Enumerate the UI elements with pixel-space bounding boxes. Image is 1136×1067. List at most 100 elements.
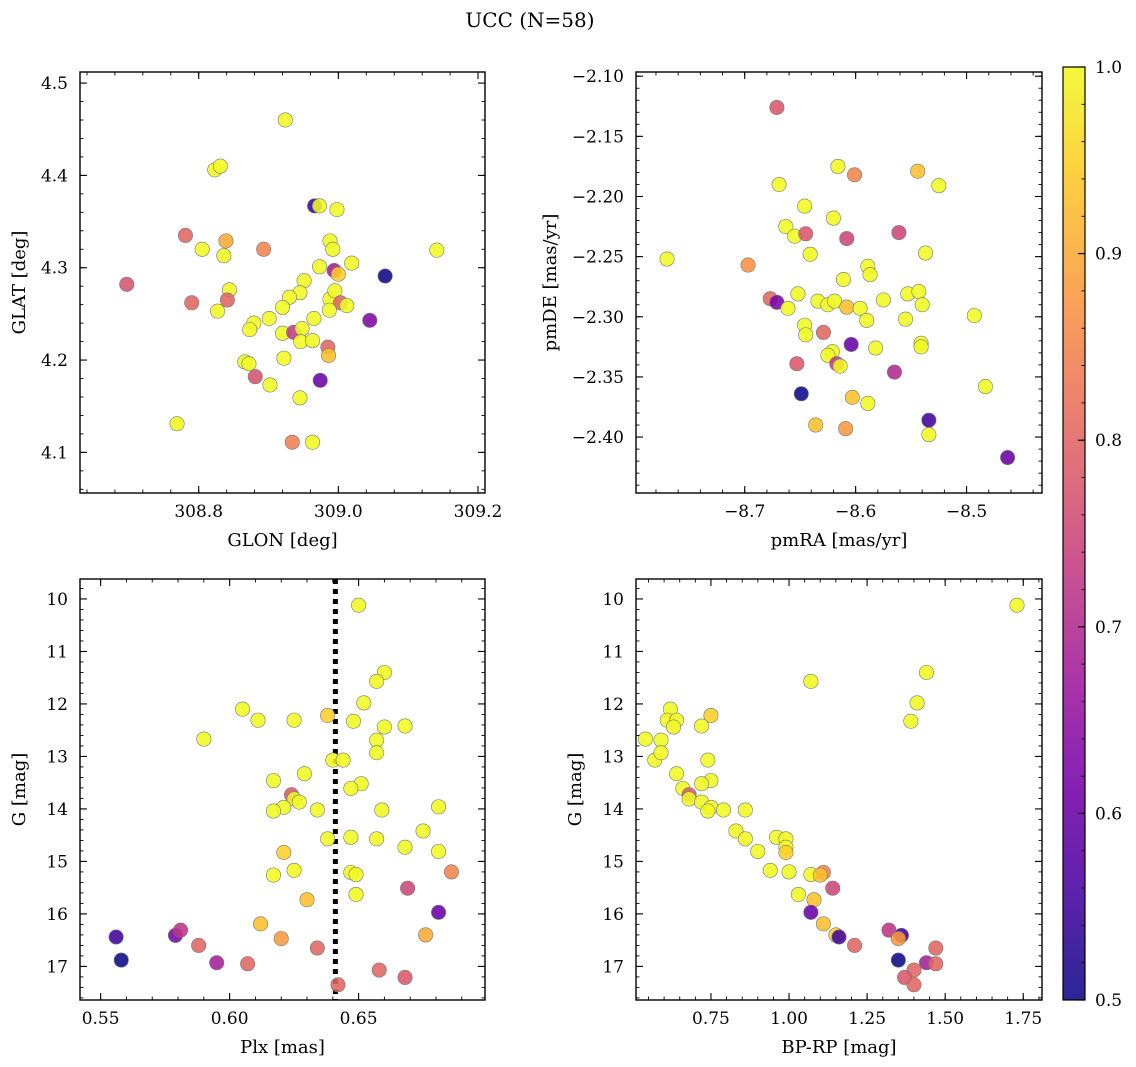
data-point (921, 427, 937, 443)
data-point (276, 844, 292, 860)
data-point (294, 321, 310, 337)
data-point (825, 880, 841, 896)
data-point (312, 372, 328, 388)
data-point (348, 867, 364, 883)
data-point (173, 922, 189, 938)
data-point (966, 308, 982, 324)
y-tick-label: −2.10 (572, 67, 624, 87)
data-point (356, 695, 372, 711)
data-point (397, 969, 413, 985)
data-point (839, 299, 855, 315)
data-point (812, 867, 828, 883)
data-point (847, 937, 863, 953)
x-tick-label: 0.65 (340, 1009, 378, 1029)
y-tick-label: 11 (46, 642, 68, 662)
y-tick-label: 16 (602, 905, 624, 925)
y-axis-label: G [mag] (565, 753, 586, 826)
data-point (789, 356, 805, 372)
data-point (906, 977, 922, 993)
data-point (1000, 450, 1016, 466)
x-tick-label: 309.0 (314, 502, 363, 522)
data-point (778, 219, 794, 235)
colorbar-tick-label: 0.6 (1095, 804, 1122, 824)
x-tick-label: −8.6 (835, 502, 876, 522)
data-point (343, 780, 359, 796)
data-point (835, 271, 851, 287)
data-point (737, 802, 753, 818)
data-point (274, 299, 290, 315)
y-tick-label: 15 (46, 852, 68, 872)
data-point (868, 340, 884, 356)
data-point (351, 597, 367, 613)
y-tick-label: 15 (602, 852, 624, 872)
data-point (790, 886, 806, 902)
data-point (928, 956, 944, 972)
data-point (798, 327, 814, 343)
data-point (330, 266, 346, 282)
axes-frame (79, 71, 486, 494)
data-point (216, 248, 232, 264)
data-point (798, 226, 814, 242)
data-point (335, 752, 351, 768)
data-point (694, 776, 710, 792)
data-point (250, 712, 266, 728)
data-point (256, 241, 272, 257)
data-point (369, 745, 385, 761)
y-tick-label: 11 (602, 642, 624, 662)
x-axis-label: Plx [mas] (240, 1037, 325, 1058)
data-point (415, 823, 431, 839)
data-point (273, 931, 289, 947)
data-point (321, 302, 337, 318)
data-point (665, 719, 681, 735)
data-point (815, 916, 831, 932)
data-point (369, 673, 385, 689)
y-tick-label: −2.20 (572, 187, 624, 207)
data-point (309, 940, 325, 956)
data-point (637, 731, 653, 747)
data-point (306, 311, 322, 327)
data-point (210, 303, 226, 319)
data-point (362, 312, 378, 328)
data-point (898, 311, 914, 327)
data-point (740, 257, 756, 273)
data-point (108, 929, 124, 945)
data-point (802, 246, 818, 262)
data-point (890, 952, 906, 968)
x-tick-label: 308.8 (174, 502, 223, 522)
data-point (312, 198, 328, 214)
y-tick-label: −2.15 (572, 127, 624, 147)
data-point (184, 295, 200, 311)
data-point (286, 862, 302, 878)
y-tick-label: 13 (602, 747, 624, 767)
data-point (191, 937, 207, 953)
data-point (681, 791, 697, 807)
y-tick-label: −2.40 (572, 428, 624, 448)
colorbar-tick-label: 1.0 (1095, 58, 1122, 78)
data-point (369, 732, 385, 748)
x-tick-label: 309.2 (454, 502, 503, 522)
data-point (653, 732, 669, 748)
data-point (928, 940, 944, 956)
data-point (918, 664, 934, 680)
y-tick-label: 14 (46, 800, 68, 820)
data-point (778, 844, 794, 860)
axes-frame (635, 71, 1043, 494)
data-point (790, 286, 806, 302)
y-tick-label: 4.2 (41, 351, 68, 371)
data-point (261, 311, 277, 327)
data-point (830, 158, 846, 174)
data-point (838, 421, 854, 437)
colorbar: 0.5 0.6 0.7 0.8 0.9 1.0 (1062, 58, 1122, 1011)
scatter-points (108, 597, 459, 993)
data-point (875, 292, 891, 308)
data-point (781, 864, 797, 880)
x-tick-label: 1.75 (1004, 1009, 1042, 1029)
data-point (859, 312, 875, 328)
data-point (377, 268, 393, 284)
data-point (931, 178, 947, 194)
data-point (808, 417, 824, 433)
data-point (177, 227, 193, 243)
data-point (242, 322, 258, 338)
data-point (339, 298, 355, 314)
